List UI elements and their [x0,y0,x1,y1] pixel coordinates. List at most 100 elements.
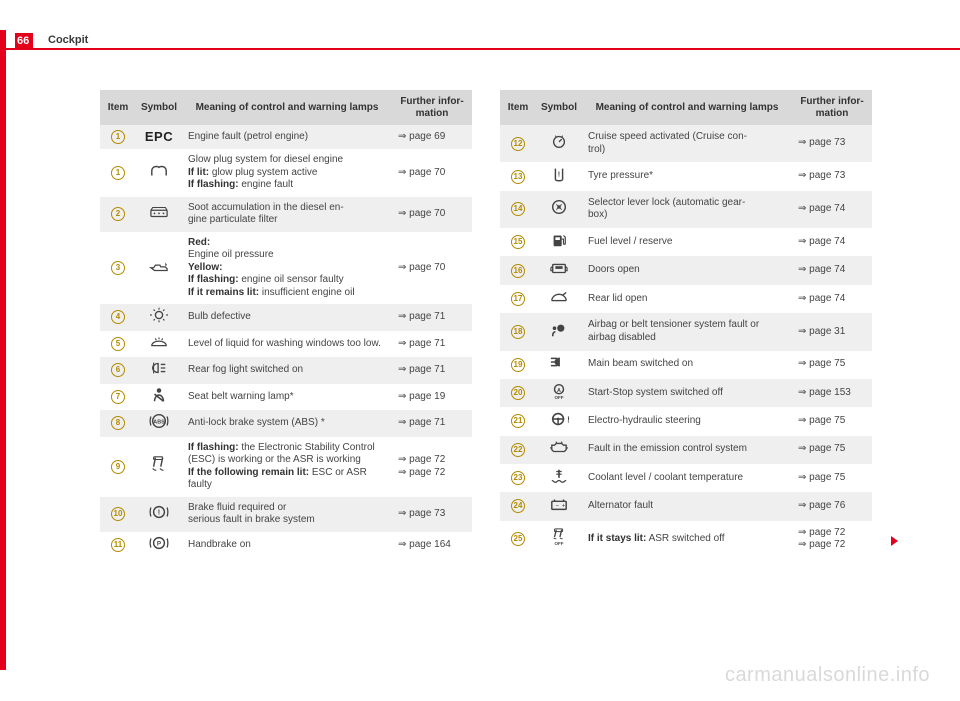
table-row: 11PHandbrake on⇒ page 164 [100,532,472,559]
col-meaning: Meaning of control and warning lamps [182,90,392,125]
meaning-text: If flashing: the Electronic Stability Co… [182,437,392,497]
col-symbol: Symbol [136,90,182,125]
page-reference: ⇒ page 76 [792,492,872,520]
meaning-text: Engine fault (petrol engine) [182,125,392,149]
page-reference: ⇒ page 74 [792,191,872,228]
page-reference: ⇒ page 72 ⇒ page 72 [792,521,872,559]
tables-container: Item Symbol Meaning of control and warni… [100,90,872,558]
abs-icon: ABS [136,410,182,437]
glow-icon [136,149,182,197]
item-number: 18 [500,313,536,350]
meaning-text: Fuel level / reserve [582,228,792,256]
item-number: 3 [100,232,136,305]
item-number: 19 [500,351,536,379]
table-row: 24−+Alternator fault⇒ page 76 [500,492,872,520]
table-row: 12Cruise speed activated (Cruise con-tro… [500,125,872,162]
meaning-text: Airbag or belt tensioner system fault or… [582,313,792,350]
item-number: 2 [100,197,136,232]
svg-text:!: ! [158,507,160,516]
table-row: 22Fault in the emission control system⇒ … [500,436,872,464]
meaning-text: Tyre pressure* [582,162,792,190]
table-row: 2Soot accumulation in the diesel en-gine… [100,197,472,232]
col-meaning: Meaning of control and warning lamps [582,90,792,125]
table-row: 15Fuel level / reserve⇒ page 74 [500,228,872,256]
meaning-text: If it stays lit: ASR switched off [582,521,792,559]
page-reference: ⇒ page 72 ⇒ page 72 [392,437,472,497]
page-reference: ⇒ page 74 [792,285,872,313]
emission-icon [536,436,582,464]
page-reference: ⇒ page 73 [392,497,472,532]
page-reference: ⇒ page 71 [392,410,472,437]
table-row: 3 Red:Engine oil pressureYellow:If flashi… [100,232,472,305]
item-number: 8 [100,410,136,437]
table-row: 1EPCEngine fault (petrol engine)⇒ page 6… [100,125,472,149]
table-row: 6 Rear fog light switched on⇒ page 71 [100,357,472,384]
meaning-text: Selector lever lock (automatic gear-box) [582,191,792,228]
page-reference: ⇒ page 71 [392,357,472,384]
meaning-text: Level of liquid for washing windows too … [182,331,392,358]
continue-arrow-icon [891,536,898,546]
item-number: 25 [500,521,536,559]
page-number: 66 [15,33,33,48]
rearfog-icon [136,357,182,384]
svg-text:A: A [557,388,561,394]
table-row: 16Doors open⇒ page 74 [500,256,872,284]
item-number: 9 [100,437,136,497]
page-reference: ⇒ page 71 [392,331,472,358]
item-number: 12 [500,125,536,162]
svg-text:!: ! [558,170,560,179]
svg-text:P: P [157,540,161,547]
watermark: carmanualsonline.info [725,664,930,687]
table-header: Item Symbol Meaning of control and warni… [100,90,472,125]
meaning-text: Rear fog light switched on [182,357,392,384]
item-number: 1 [100,125,136,149]
table-row: 10!Brake fluid required orserious fault … [100,497,472,532]
page-reference: ⇒ page 69 [392,125,472,149]
col-item: Item [100,90,136,125]
epc-icon: EPC [136,125,182,149]
meaning-text: Red:Engine oil pressureYellow:If flashin… [182,232,392,305]
page-reference: ⇒ page 164 [392,532,472,559]
esc-icon [136,437,182,497]
table-row: 7Seat belt warning lamp*⇒ page 19 [100,384,472,411]
section-title: Cockpit [48,34,88,46]
steering-icon: ! [536,407,582,435]
svg-text:−: − [555,503,559,510]
page-reference: ⇒ page 75 [792,407,872,435]
table-row: 9 If flashing: the Electronic Stability C… [100,437,472,497]
page-reference: ⇒ page 70 [392,197,472,232]
table-header: Item Symbol Meaning of control and warni… [500,90,872,125]
col-item: Item [500,90,536,125]
tyre-icon: ! [536,162,582,190]
battery-icon: −+ [536,492,582,520]
svg-text:ABS: ABS [153,420,165,426]
asroff-icon: OFF [536,521,582,559]
col-symbol: Symbol [536,90,582,125]
soot-icon [136,197,182,232]
page-reference: ⇒ page 75 [792,464,872,492]
page-reference: ⇒ page 75 [792,436,872,464]
item-number: 5 [100,331,136,358]
table-row: 21!Electro-hydraulic steering⇒ page 75 [500,407,872,435]
svg-text:OFF: OFF [555,395,564,400]
item-number: 16 [500,256,536,284]
meaning-text: Bulb defective [182,304,392,331]
rearlid-icon [536,285,582,313]
meaning-text: Rear lid open [582,285,792,313]
meaning-text: Alternator fault [582,492,792,520]
table-row: 20AOFFStart-Stop system switched off⇒ pa… [500,379,872,407]
meaning-text: Doors open [582,256,792,284]
table-row: 23Coolant level / coolant temperature⇒ p… [500,464,872,492]
item-number: 20 [500,379,536,407]
item-number: 1 [100,149,136,197]
item-number: 6 [100,357,136,384]
coolant-icon [536,464,582,492]
cruise-icon [536,125,582,162]
gear-icon [536,191,582,228]
item-number: 10 [100,497,136,532]
page-reference: ⇒ page 75 [792,351,872,379]
table-row: 18 Airbag or belt tensioner system fault … [500,313,872,350]
mainbeam-icon [536,351,582,379]
item-number: 11 [100,532,136,559]
page-reference: ⇒ page 73 [792,125,872,162]
